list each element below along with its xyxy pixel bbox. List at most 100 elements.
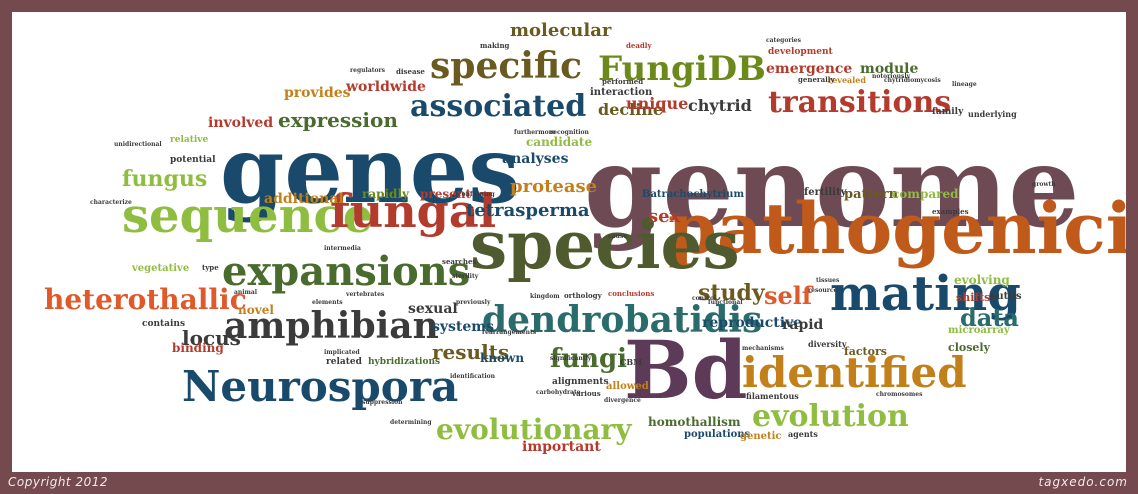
cloud-word-relative: relative xyxy=(170,135,209,145)
cloud-word-transitions: transitions xyxy=(768,85,952,120)
cloud-word-alignments: alignments xyxy=(552,377,609,387)
cloud-word-data: data xyxy=(960,303,1019,332)
cloud-word-confirming: confirming xyxy=(458,191,495,198)
cloud-word-intermedia: intermedia xyxy=(324,245,361,252)
cloud-word-candidate: candidate xyxy=(526,135,593,149)
cloud-word-diversity: diversity xyxy=(808,339,847,349)
cloud-word-results: results xyxy=(432,340,510,364)
cloud-word-filamentous: filamentous xyxy=(746,391,799,401)
cloud-word-previously: previously xyxy=(456,299,491,306)
brand-link[interactable]: tagxedo.com xyxy=(1038,475,1128,489)
cloud-word-vegetative: vegetative xyxy=(132,263,190,274)
cloud-word-conclusions: conclusions xyxy=(608,289,655,298)
cloud-word-heterothallic: heterothallic xyxy=(44,283,247,316)
cloud-word-rearrangements: rearrangements xyxy=(482,329,537,336)
cloud-word-batrachochytrium: Batrachochytrium xyxy=(642,189,745,200)
cloud-word-revealed: revealed xyxy=(828,75,866,85)
cloud-word-mating: mating xyxy=(830,266,1021,322)
cloud-word-unique: unique xyxy=(626,94,689,113)
cloud-word-emergence: emergence xyxy=(766,61,853,77)
cloud-word-expression: expression xyxy=(278,108,398,132)
cloud-word-sex: sex xyxy=(648,206,681,227)
cloud-word-cbm: CBM xyxy=(620,357,642,367)
cloud-word-related: related xyxy=(326,357,362,367)
cloud-word-disease: disease xyxy=(396,67,425,76)
cloud-word-sequence: sequence xyxy=(122,188,374,244)
cloud-word-sexual: sexual xyxy=(408,301,458,317)
cloud-word-self: self xyxy=(764,281,813,310)
cloud-word-identified: identified xyxy=(742,348,967,397)
cloud-word-development: development xyxy=(768,47,833,57)
cloud-word-characterize: characterize xyxy=(90,199,132,206)
cloud-word-locus: locus xyxy=(182,326,241,350)
cloud-word-closely: closely xyxy=(948,341,990,354)
cloud-word-fertility: fertility xyxy=(804,187,847,198)
cloud-word-systems: systems xyxy=(432,319,494,335)
cloud-word-examples: examples xyxy=(932,207,969,216)
cloud-word-specific: specific xyxy=(430,45,583,87)
cloud-word-searches: searches xyxy=(442,257,477,266)
cloud-word-pattern: pattern xyxy=(844,187,899,202)
cloud-word-microarray: microarray xyxy=(948,325,1010,336)
cloud-word-elements: elements xyxy=(312,299,343,306)
cloud-word-categories: categories xyxy=(766,37,801,44)
cloud-word-evolutionary: evolutionary xyxy=(436,413,632,446)
cloud-word-chromosomes: chromosomes xyxy=(876,391,923,398)
cloud-word-evolving: evolving xyxy=(954,273,1010,287)
cloud-word-recognition: recognition xyxy=(550,129,589,136)
cloud-word-fungus: fungus xyxy=(122,166,208,192)
cloud-word-unidirectional: unidirectional xyxy=(114,141,162,148)
cloud-word-genes: genes xyxy=(220,116,521,224)
cloud-word-bd: Bd xyxy=(624,323,748,417)
cloud-word-pathogenicity: pathogenicity xyxy=(668,187,1126,270)
word-cloud-canvas: genome genes pathogenicityspecies Bd Neurosp… xyxy=(12,12,1126,472)
cloud-word-decline: decline xyxy=(598,100,664,119)
cloud-word-cause: cause xyxy=(608,233,628,240)
cloud-word-associated: associated xyxy=(410,89,587,124)
cloud-word-expansions: expansions xyxy=(222,248,471,295)
cloud-word-homothallism: homothallism xyxy=(648,415,741,429)
cloud-word-tetrasperma: tetrasperma xyxy=(466,200,590,221)
cloud-word-significantly: significantly xyxy=(550,355,592,362)
cloud-word-notoriously: notoriously xyxy=(872,73,911,80)
cloud-word-chytridiomycosis: chytridiomycosis xyxy=(884,77,941,84)
cloud-word-sterility: sterility xyxy=(452,273,479,280)
cloud-word-agents: agents xyxy=(788,429,818,439)
cloud-word-binding: binding xyxy=(172,341,224,355)
cloud-word-analyses: analyses xyxy=(502,151,569,167)
cloud-word-implicated: implicated xyxy=(324,349,360,356)
cloud-word-shifts: shifts xyxy=(956,291,991,304)
cloud-word-animal: animal xyxy=(234,289,258,296)
cloud-word-module: module xyxy=(860,61,919,77)
cloud-word-various: various xyxy=(572,389,601,398)
cloud-word-fungi: fungi xyxy=(550,344,628,374)
cloud-word-rapidly: rapidly xyxy=(362,187,409,201)
cloud-word-vertebrates: vertebrates xyxy=(346,291,385,298)
cloud-word-present: present xyxy=(420,187,472,201)
cloud-word-deadly: deadly xyxy=(626,41,652,50)
cloud-word-contains: contains xyxy=(142,319,186,329)
cloud-word-neurospora: Neurospora xyxy=(182,362,459,411)
cloud-word-suppression: suppression xyxy=(362,399,403,406)
cloud-word-generally: generally xyxy=(798,75,835,84)
cloud-word-involved: involved xyxy=(208,115,274,131)
cloud-word-underlying: underlying xyxy=(968,109,1017,119)
cloud-word-dendrobatidis: dendrobatidis xyxy=(482,299,763,341)
cloud-word-growth: growth xyxy=(1032,181,1056,188)
cloud-word-hybridizations: hybridizations xyxy=(368,357,441,367)
cloud-word-mechanisms: mechanisms xyxy=(742,345,784,352)
cloud-word-eutils: eutils xyxy=(990,291,1022,302)
cloud-word-functional: functional xyxy=(708,299,743,306)
cloud-word-determining: determining xyxy=(390,419,432,426)
cloud-word-potential: potential xyxy=(170,155,216,165)
cloud-word-carbohydrate: carbohydrate xyxy=(536,389,581,396)
cloud-word-evolution: evolution xyxy=(752,399,909,434)
cloud-word-orthology: orthology xyxy=(564,291,602,300)
cloud-word-allowed: allowed xyxy=(606,381,649,392)
cloud-word-novel: novel xyxy=(238,303,274,317)
cloud-word-tissues: tissues xyxy=(816,277,840,284)
cloud-word-chytrid: chytrid xyxy=(688,96,752,115)
cloud-word-species: species xyxy=(470,206,740,284)
cloud-word-important: important xyxy=(522,439,601,455)
cloud-word-family: family xyxy=(932,107,964,117)
